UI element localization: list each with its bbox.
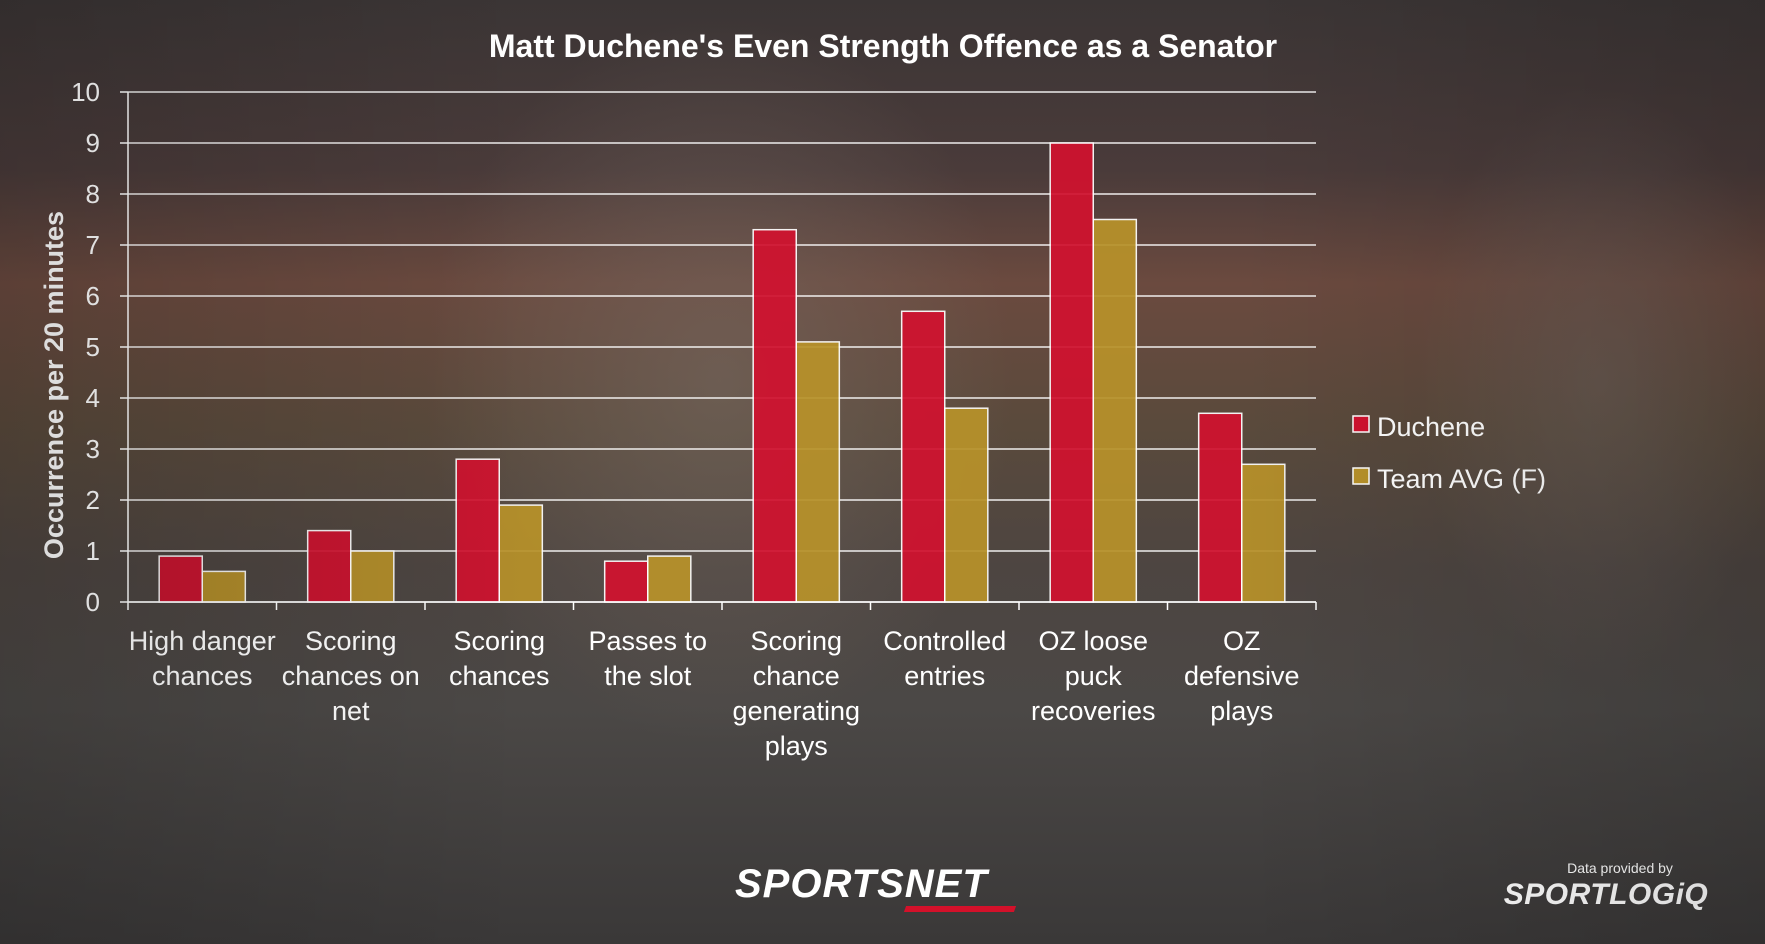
category-label-line: defensive bbox=[1184, 661, 1300, 691]
category-label-line: OZ bbox=[1223, 626, 1261, 656]
bar-duchene-2 bbox=[455, 458, 500, 603]
bar-duchene-7 bbox=[1197, 412, 1243, 603]
category-label: Scoring chance generating plays bbox=[732, 626, 860, 761]
category-label-line: entries bbox=[904, 661, 985, 691]
sportlogiq-logo: SPORTLOGiQ bbox=[1503, 878, 1709, 911]
category-label: High danger chances bbox=[129, 626, 276, 691]
category-label-line: High danger bbox=[129, 626, 276, 656]
y-tick-label: 0 bbox=[86, 587, 100, 617]
legend-label: Duchene bbox=[1377, 412, 1485, 442]
legend-label: Team AVG (F) bbox=[1377, 464, 1546, 494]
chart-title: Matt Duchene's Even Strength Offence as … bbox=[489, 28, 1277, 64]
category-label: Passes to the slot bbox=[588, 626, 707, 691]
y-tick-label: 7 bbox=[86, 230, 100, 260]
category-label: Controlled entries bbox=[883, 626, 1006, 691]
legend-swatch bbox=[1352, 467, 1370, 485]
y-tick-label: 4 bbox=[86, 383, 100, 413]
category-label-line: chances on bbox=[282, 661, 420, 691]
gridlines bbox=[128, 91, 1316, 603]
category-label-line: OZ loose bbox=[1038, 626, 1148, 656]
sportsnet-underline bbox=[903, 906, 1017, 912]
category-label-line: puck bbox=[1065, 661, 1123, 691]
category-label-line: recoveries bbox=[1031, 696, 1156, 726]
category-label-line: generating bbox=[732, 696, 860, 726]
category-label: Scoring chances bbox=[449, 626, 550, 691]
bar-duchene-6 bbox=[1049, 142, 1095, 603]
category-label-line: Passes to bbox=[588, 626, 707, 656]
bar-team-avg-f-3 bbox=[647, 555, 692, 603]
data-provided-label: Data provided by bbox=[1567, 860, 1673, 876]
category-label-line: chance bbox=[753, 661, 840, 691]
bar-duchene-3 bbox=[603, 560, 649, 603]
bar-duchene-1 bbox=[306, 529, 352, 603]
category-label-line: plays bbox=[1210, 696, 1273, 726]
bar-team-avg-f-1 bbox=[350, 550, 395, 603]
y-tick-label: 9 bbox=[86, 128, 100, 158]
y-tick-label: 2 bbox=[86, 485, 100, 515]
y-tick-label: 8 bbox=[86, 179, 100, 209]
category-label: Scoring chances on net bbox=[282, 626, 420, 726]
bar-team-avg-f-7 bbox=[1241, 463, 1286, 603]
category-label-line: Scoring bbox=[453, 626, 545, 656]
bars bbox=[158, 142, 1286, 603]
bar-team-avg-f-5 bbox=[944, 407, 989, 603]
bar-duchene-5 bbox=[900, 310, 946, 603]
category-label: OZ loose puck recoveries bbox=[1031, 626, 1156, 726]
legend: Duchene Team AVG (F) bbox=[1352, 412, 1546, 494]
y-tick-label: 5 bbox=[86, 332, 100, 362]
bar-team-avg-f-6 bbox=[1092, 218, 1138, 603]
y-axis-label: Occurrence per 20 minutes bbox=[39, 211, 69, 559]
y-axis-ticks: 0 1 2 3 4 5 6 7 8 9 10 bbox=[71, 77, 129, 617]
y-tick-label: 10 bbox=[71, 77, 100, 107]
category-label: OZ defensive plays bbox=[1184, 626, 1300, 726]
bar-duchene-4 bbox=[752, 228, 797, 603]
bar-team-avg-f-0 bbox=[201, 570, 247, 603]
category-label-line: Scoring bbox=[750, 626, 842, 656]
category-label-line: chances bbox=[449, 661, 550, 691]
bar-team-avg-f-4 bbox=[795, 341, 841, 603]
bar-duchene-0 bbox=[158, 555, 203, 603]
y-tick-label: 3 bbox=[86, 434, 100, 464]
legend-swatch bbox=[1352, 415, 1370, 433]
y-tick-label: 6 bbox=[86, 281, 100, 311]
category-label-line: chances bbox=[152, 661, 253, 691]
category-label-line: net bbox=[332, 696, 370, 726]
category-label-line: Scoring bbox=[305, 626, 397, 656]
sportsnet-logo: SPORTSNET bbox=[735, 862, 1035, 922]
y-tick-label: 1 bbox=[86, 536, 100, 566]
sportsnet-wordmark: SPORTSNET bbox=[735, 862, 988, 906]
category-label-line: Controlled bbox=[883, 626, 1006, 656]
category-label-line: the slot bbox=[604, 661, 692, 691]
x-axis bbox=[127, 601, 1317, 610]
bar-team-avg-f-2 bbox=[498, 504, 544, 603]
category-label-line: plays bbox=[765, 731, 828, 761]
